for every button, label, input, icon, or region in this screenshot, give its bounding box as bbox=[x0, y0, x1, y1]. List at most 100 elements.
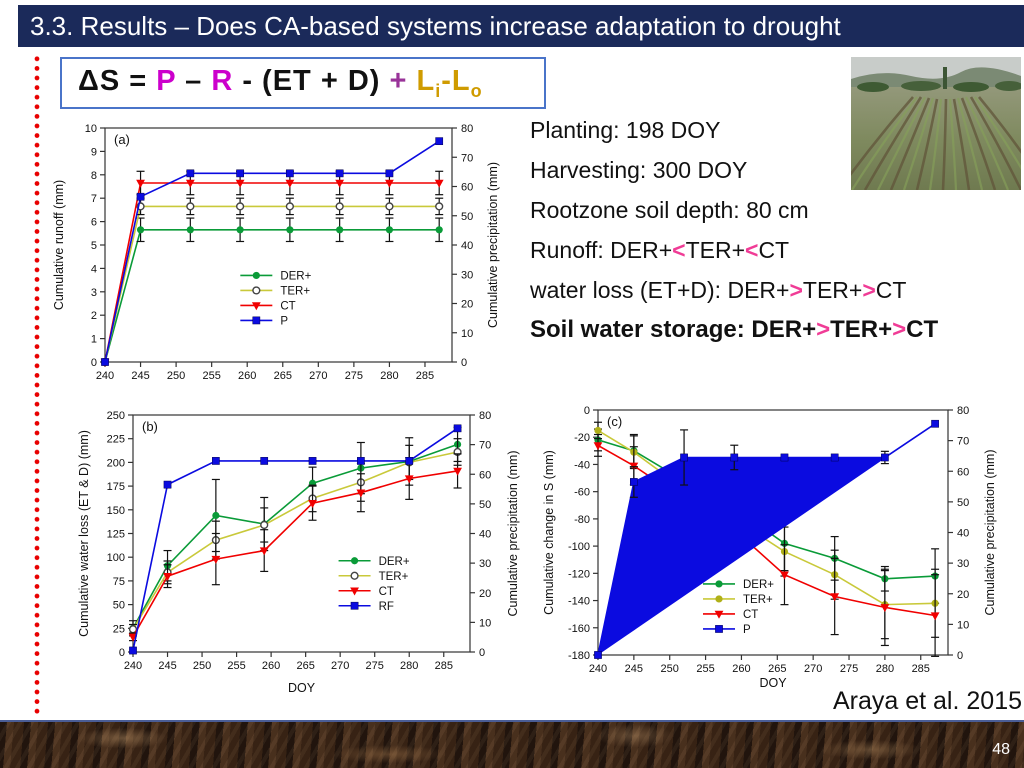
info-line-segment: Harvesting: 300 DOY bbox=[530, 157, 748, 183]
info-line: Planting: 198 DOY bbox=[530, 118, 1024, 142]
svg-text:10: 10 bbox=[85, 123, 97, 135]
svg-text:50: 50 bbox=[461, 211, 473, 223]
svg-text:150: 150 bbox=[107, 505, 125, 517]
svg-text:P: P bbox=[280, 315, 288, 327]
svg-text:-140: -140 bbox=[568, 596, 590, 608]
svg-text:-100: -100 bbox=[568, 541, 590, 553]
svg-text:280: 280 bbox=[380, 370, 398, 382]
svg-text:125: 125 bbox=[107, 529, 125, 541]
series-RF bbox=[129, 424, 462, 655]
svg-text:250: 250 bbox=[661, 663, 679, 675]
svg-text:6: 6 bbox=[91, 217, 97, 229]
svg-text:80: 80 bbox=[957, 405, 969, 417]
svg-text:-80: -80 bbox=[574, 514, 590, 526]
svg-text:25: 25 bbox=[113, 623, 125, 635]
svg-text:TER+: TER+ bbox=[743, 594, 773, 606]
svg-text:30: 30 bbox=[479, 558, 491, 570]
svg-text:10: 10 bbox=[461, 328, 473, 340]
svg-text:240: 240 bbox=[96, 370, 114, 382]
info-line-segment: Runoff: DER+ bbox=[530, 237, 673, 263]
legend: DER+ TER+ CT P bbox=[240, 270, 312, 327]
info-line-segment: < bbox=[672, 237, 686, 263]
svg-text:0: 0 bbox=[957, 650, 963, 662]
field-photo bbox=[837, 57, 1024, 191]
formula-part: L bbox=[416, 64, 436, 97]
formula-part: P bbox=[156, 64, 177, 97]
svg-text:40: 40 bbox=[461, 240, 473, 252]
svg-text:20: 20 bbox=[479, 588, 491, 600]
svg-text:70: 70 bbox=[957, 436, 969, 448]
svg-text:250: 250 bbox=[167, 370, 185, 382]
svg-text:245: 245 bbox=[625, 663, 643, 675]
legend: DER+ TER+ CT RF bbox=[338, 556, 410, 613]
svg-text:265: 265 bbox=[768, 663, 786, 675]
svg-text:245: 245 bbox=[158, 660, 176, 672]
svg-text:275: 275 bbox=[366, 660, 384, 672]
svg-text:270: 270 bbox=[804, 663, 822, 675]
info-line-segment: > bbox=[862, 277, 876, 303]
series-TER+ bbox=[128, 438, 462, 635]
svg-text:-40: -40 bbox=[574, 459, 590, 471]
svg-text:80: 80 bbox=[479, 410, 491, 422]
chart-b-water-loss: 0 25 50 75 100 125 150 175 200 225 250 0 10 20 30 40 50 6… bbox=[75, 403, 525, 699]
title-bar: 3.3. Results – Does CA-based systems inc… bbox=[18, 5, 1024, 47]
chart-c-svg: -180 -160 -140 -120 -100 -80 -60 -40 -20 0 0 10 20 30… bbox=[542, 405, 997, 690]
svg-text:-120: -120 bbox=[568, 568, 590, 580]
chart-a-svg: 0 1 2 3 4 5 6 7 8 9 10 0 10 20 30 40 50 60 70 80 240 245 250 25… bbox=[52, 123, 500, 382]
info-line-segment: > bbox=[816, 316, 831, 343]
svg-text:260: 260 bbox=[238, 370, 256, 382]
svg-text:285: 285 bbox=[416, 370, 434, 382]
info-line-segment: TER+ bbox=[830, 316, 893, 343]
svg-text:30: 30 bbox=[461, 269, 473, 281]
svg-text:260: 260 bbox=[732, 663, 750, 675]
svg-text:50: 50 bbox=[113, 600, 125, 612]
chart-c-soil-water-change: -180 -160 -140 -120 -100 -80 -60 -40 -20 0 0 10 20 30… bbox=[540, 400, 1002, 694]
info-line: Rootzone soil depth: 80 cm bbox=[530, 198, 1024, 222]
series-CT bbox=[100, 170, 444, 367]
svg-text:255: 255 bbox=[202, 370, 220, 382]
info-line-segment: CT bbox=[875, 277, 907, 303]
svg-text:7: 7 bbox=[91, 193, 97, 205]
svg-text:80: 80 bbox=[461, 123, 473, 135]
info-line-segment: CT bbox=[758, 237, 790, 263]
info-line: water loss (ET+D): DER+>TER+>CT bbox=[530, 278, 1024, 302]
info-line-segment: Soil water storage: DER+ bbox=[530, 316, 817, 343]
info-line-segment: Planting: 198 DOY bbox=[530, 117, 721, 143]
svg-text:0: 0 bbox=[461, 357, 467, 369]
svg-text:270: 270 bbox=[309, 370, 327, 382]
svg-text:0: 0 bbox=[119, 647, 125, 659]
formula-part: – bbox=[176, 64, 212, 97]
svg-text:200: 200 bbox=[107, 457, 125, 469]
svg-text:CT: CT bbox=[743, 609, 758, 621]
svg-text:10: 10 bbox=[957, 619, 969, 631]
svg-text:0: 0 bbox=[91, 357, 97, 369]
svg-text:175: 175 bbox=[107, 481, 125, 493]
svg-text:280: 280 bbox=[400, 660, 418, 672]
info-line: Runoff: DER+<TER+<CT bbox=[530, 238, 1024, 262]
info-line-segment: < bbox=[745, 237, 759, 263]
chart-a-runoff: 0 1 2 3 4 5 6 7 8 9 10 0 10 20 30 40 50 60 70 80 240 245 250 25… bbox=[50, 119, 505, 389]
formula-part: R bbox=[211, 64, 234, 97]
series-DER+ bbox=[101, 217, 444, 366]
svg-text:2: 2 bbox=[91, 310, 97, 322]
svg-text:-180: -180 bbox=[568, 650, 590, 662]
svg-text:225: 225 bbox=[107, 434, 125, 446]
svg-text:50: 50 bbox=[479, 499, 491, 511]
svg-text:265: 265 bbox=[296, 660, 314, 672]
svg-text:DOY: DOY bbox=[288, 681, 316, 695]
info-line-segment: TER+ bbox=[685, 237, 745, 263]
series-P bbox=[101, 137, 444, 366]
svg-text:-160: -160 bbox=[568, 623, 590, 635]
svg-text:40: 40 bbox=[479, 529, 491, 541]
svg-text:30: 30 bbox=[957, 558, 969, 570]
formula-part: ΔS = bbox=[78, 64, 157, 97]
svg-text:4: 4 bbox=[91, 263, 97, 275]
svg-text:1: 1 bbox=[91, 334, 97, 346]
svg-text:70: 70 bbox=[461, 152, 473, 164]
svg-text:240: 240 bbox=[124, 660, 142, 672]
formula-part: i bbox=[435, 80, 442, 101]
svg-text:Cumulative precipitation (mm): Cumulative precipitation (mm) bbox=[506, 450, 520, 616]
svg-text:9: 9 bbox=[91, 146, 97, 158]
svg-text:285: 285 bbox=[435, 660, 453, 672]
